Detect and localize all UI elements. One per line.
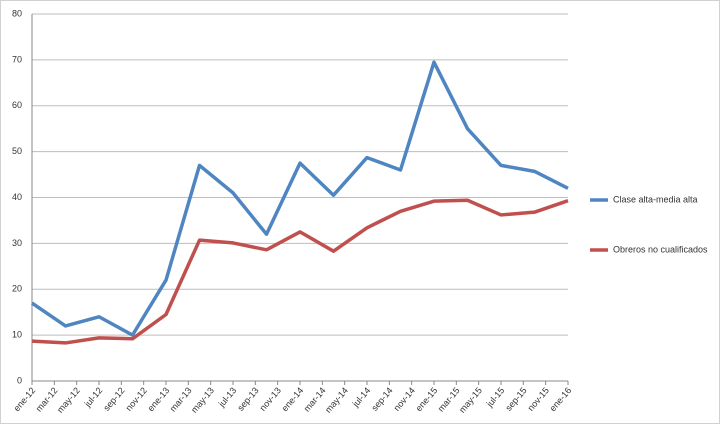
legend-label: Clase alta-media alta (613, 194, 698, 204)
y-tick-label: 30 (12, 238, 22, 248)
series-line (31, 198, 569, 345)
y-tick-label: 50 (12, 146, 22, 156)
y-tick-label: 0 (17, 375, 22, 385)
y-tick-label: 40 (12, 192, 22, 202)
legend-label: Obreros no cualificados (613, 244, 708, 254)
series-line (31, 60, 569, 337)
y-tick-label: 20 (12, 284, 22, 294)
y-tick-label: 10 (12, 330, 22, 340)
y-tick-label: 80 (12, 8, 22, 18)
y-tick-label: 70 (12, 54, 22, 64)
y-tick-label: 60 (12, 100, 22, 110)
